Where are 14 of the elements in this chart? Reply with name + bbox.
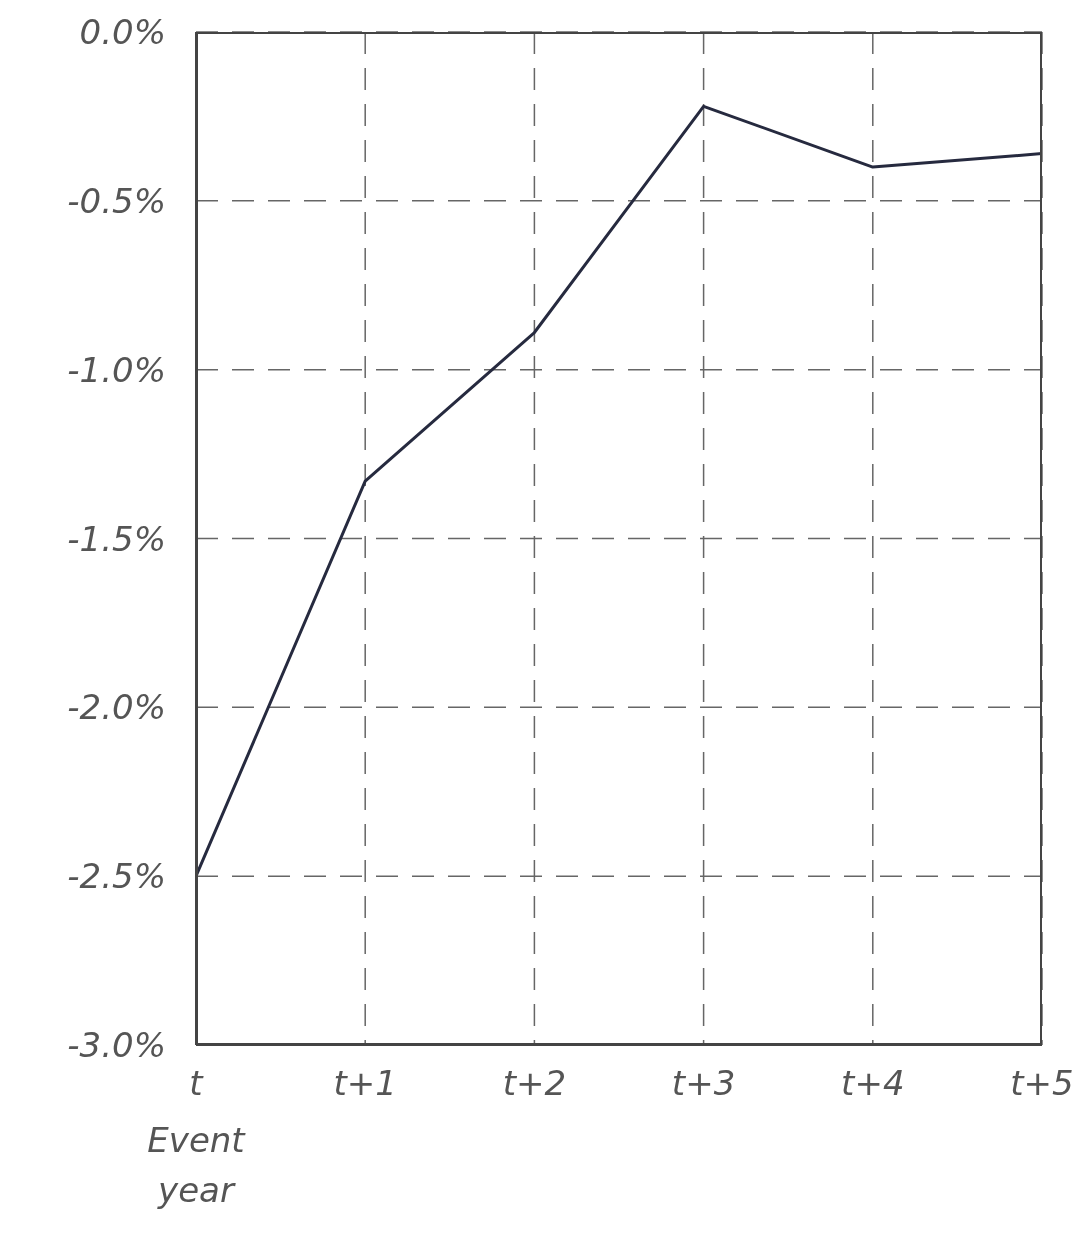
x-tick-label: t+3: [671, 1063, 736, 1104]
y-tick-label: -0.5%: [67, 180, 166, 221]
text: Event year: [146, 1119, 247, 1212]
x-tick-label: t: [189, 1063, 205, 1104]
x-tick-label: t+4: [841, 1063, 905, 1104]
y-tick-label: -1.5%: [67, 518, 166, 559]
y-tick-label: -2.0%: [67, 687, 166, 728]
x-tick-label: t+2: [502, 1063, 567, 1104]
y-tick-label: 0.0%: [79, 12, 166, 53]
y-tick-label: -2.5%: [67, 856, 166, 897]
y-tick-label: -1.0%: [67, 349, 166, 390]
x-tick-label: t+1: [333, 1063, 397, 1104]
y-tick-label: -3.0%: [67, 1025, 166, 1066]
x-tick-label: t+5: [1010, 1063, 1074, 1104]
